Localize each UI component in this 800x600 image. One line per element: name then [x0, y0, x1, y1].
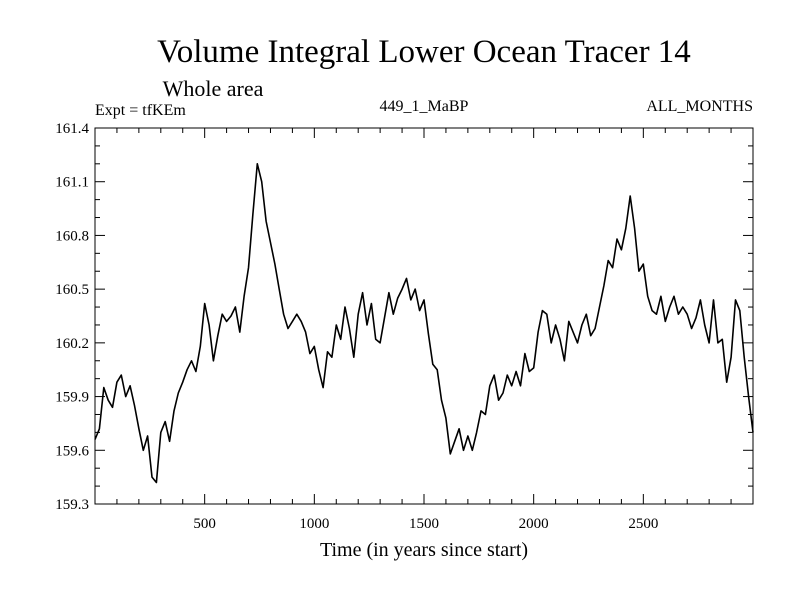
y-tick-label: 160.5 — [55, 282, 89, 298]
x-axis-label: Time (in years since start) — [320, 539, 528, 561]
y-tick-label: 161.1 — [55, 175, 89, 191]
series-line — [94, 163, 754, 484]
x-tick-label: 1000 — [299, 516, 329, 532]
plot-frame — [94, 127, 754, 505]
y-tick-label: 160.8 — [55, 228, 89, 244]
chart-subtitle: Whole area — [163, 76, 264, 101]
y-tick-label: 159.9 — [55, 390, 89, 406]
x-tick-label: 1500 — [409, 516, 439, 532]
x-axis: 500 1000 1500 2000 2500 — [116, 128, 732, 532]
x-tick-label: 2500 — [628, 516, 658, 532]
x-tick-label: 500 — [193, 516, 216, 532]
months-label: ALL_MONTHS — [646, 98, 753, 115]
x-tick-label: 2000 — [519, 516, 549, 532]
y-tick-label: 159.6 — [55, 443, 89, 459]
chart-title: Volume Integral Lower Ocean Tracer 14 — [157, 34, 691, 70]
expt-label: Expt = tfKEm — [95, 102, 186, 119]
y-tick-label: 159.3 — [55, 497, 89, 513]
run-label: 449_1_MaBP — [380, 98, 469, 115]
y-tick-label: 161.4 — [55, 121, 89, 137]
y-axis: 159.3 159.6 159.9 160.2 160.5 160.8 161.1 161.4 — [55, 121, 753, 513]
y-tick-label: 160.2 — [55, 336, 89, 352]
